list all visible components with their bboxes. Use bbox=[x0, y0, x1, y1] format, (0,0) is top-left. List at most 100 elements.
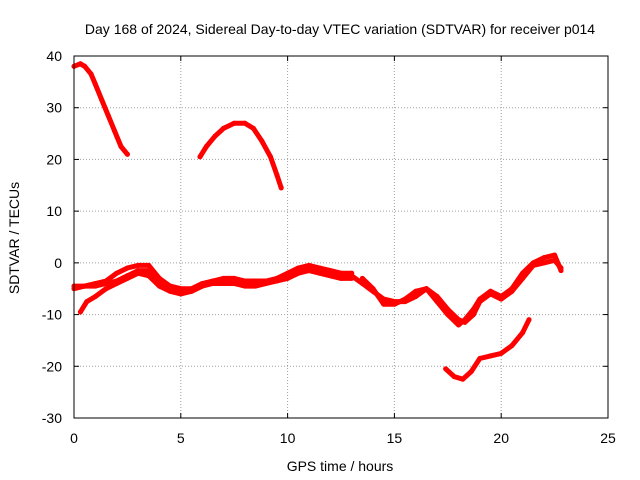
data-point bbox=[359, 275, 365, 281]
data-point bbox=[77, 309, 83, 315]
data-point bbox=[526, 317, 532, 323]
series-segment-8 bbox=[443, 317, 532, 382]
data-point bbox=[92, 283, 98, 289]
x-tick-label: 25 bbox=[600, 430, 616, 446]
data-point bbox=[509, 343, 515, 349]
y-axis-label: SDTVAR / TECUs bbox=[6, 182, 22, 294]
y-tick-label: 20 bbox=[46, 151, 62, 167]
data-point bbox=[317, 270, 323, 276]
data-point bbox=[231, 275, 237, 281]
data-point bbox=[189, 288, 194, 294]
data-point bbox=[114, 281, 120, 286]
data-point bbox=[203, 144, 209, 149]
y-tick-label: 30 bbox=[46, 100, 62, 116]
data-point bbox=[118, 144, 124, 149]
data-point bbox=[285, 275, 291, 281]
data-point bbox=[541, 255, 547, 261]
data-point bbox=[456, 322, 461, 328]
data-point bbox=[274, 278, 280, 284]
data-point bbox=[88, 71, 94, 77]
data-point bbox=[199, 283, 205, 289]
data-point bbox=[263, 281, 269, 286]
data-point bbox=[460, 376, 466, 382]
data-point bbox=[84, 299, 90, 305]
data-point bbox=[124, 265, 130, 271]
data-point bbox=[477, 356, 483, 361]
data-point bbox=[423, 286, 429, 292]
data-point bbox=[391, 301, 397, 307]
data-point bbox=[488, 288, 493, 294]
x-tick-label: 5 bbox=[177, 430, 185, 446]
data-point bbox=[509, 286, 515, 292]
data-point bbox=[178, 291, 184, 297]
y-tick-label: -10 bbox=[42, 307, 62, 323]
data-point bbox=[221, 281, 226, 286]
data-point bbox=[77, 61, 83, 67]
data-point bbox=[231, 120, 237, 126]
plot-frame bbox=[73, 55, 609, 419]
data-point bbox=[274, 172, 280, 178]
data-point bbox=[105, 113, 111, 118]
data-point bbox=[477, 296, 483, 302]
data-point bbox=[124, 151, 130, 157]
data-point bbox=[99, 97, 105, 103]
series-segment-1 bbox=[71, 61, 130, 157]
x-tick-label: 0 bbox=[70, 430, 78, 446]
y-tick-label: 10 bbox=[46, 203, 62, 219]
data-point bbox=[268, 154, 273, 160]
data-point bbox=[520, 330, 526, 336]
data-point bbox=[112, 128, 118, 134]
data-point bbox=[381, 301, 387, 307]
data-point bbox=[197, 154, 203, 160]
data-point bbox=[402, 296, 408, 302]
y-tick-label: 0 bbox=[54, 255, 62, 271]
axis-ticks: 0 5 10 15 20 25 -30 -20 -10 0 10 20 30 40 bbox=[42, 48, 616, 446]
x-tick-label: 10 bbox=[280, 430, 296, 446]
data-point bbox=[413, 288, 419, 294]
x-tick-label: 15 bbox=[387, 430, 403, 446]
data-point bbox=[327, 273, 333, 279]
data-point bbox=[278, 185, 284, 191]
data-point bbox=[242, 283, 248, 289]
data-point bbox=[167, 288, 173, 294]
data-point bbox=[488, 353, 493, 359]
data-point bbox=[445, 312, 451, 318]
data-point bbox=[520, 270, 526, 276]
data-point bbox=[146, 262, 152, 268]
y-tick-label: -20 bbox=[42, 358, 62, 374]
data-point bbox=[156, 283, 162, 289]
data-point bbox=[349, 273, 355, 279]
x-axis-label: GPS time / hours bbox=[287, 458, 394, 474]
data-point bbox=[92, 294, 98, 299]
data-point bbox=[82, 63, 88, 69]
data-point bbox=[443, 366, 449, 372]
series-group bbox=[71, 61, 564, 382]
chart-title: Day 168 of 2024, Sidereal Day-to-day VTE… bbox=[85, 21, 595, 37]
data-point bbox=[250, 125, 256, 131]
data-point bbox=[212, 133, 218, 139]
data-point bbox=[92, 81, 98, 87]
data-point bbox=[221, 125, 226, 131]
data-point bbox=[558, 268, 564, 274]
data-point bbox=[370, 286, 376, 292]
data-point bbox=[306, 268, 312, 274]
data-point bbox=[338, 275, 344, 281]
data-point bbox=[253, 283, 259, 289]
data-point bbox=[259, 138, 265, 144]
data-point bbox=[146, 268, 152, 274]
data-point bbox=[530, 260, 536, 266]
data-point bbox=[541, 260, 547, 266]
grid bbox=[74, 56, 608, 418]
data-point bbox=[114, 270, 120, 276]
data-point bbox=[103, 281, 109, 286]
data-point bbox=[135, 270, 141, 276]
data-point bbox=[82, 283, 88, 289]
data-point bbox=[468, 369, 474, 374]
data-point bbox=[434, 299, 440, 305]
x-tick-label: 20 bbox=[493, 430, 509, 446]
data-point bbox=[552, 252, 558, 258]
y-tick-label: -30 bbox=[42, 410, 62, 426]
data-point bbox=[135, 262, 141, 268]
data-point bbox=[295, 270, 301, 276]
